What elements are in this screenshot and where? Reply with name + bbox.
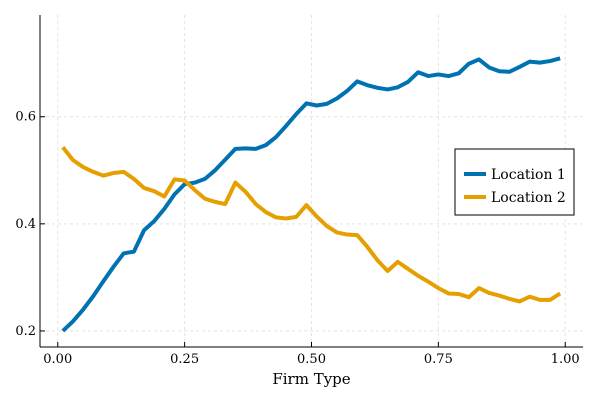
x-tick-label-4: 1.00 <box>551 352 580 367</box>
legend: Location 1 Location 2 <box>454 148 575 216</box>
series-lines <box>61 56 562 333</box>
legend-label-location-1: Location 1 <box>491 167 566 183</box>
legend-label-location-2: Location 2 <box>491 190 566 206</box>
x-tick-labels: 0.00 0.25 0.50 0.75 1.00 <box>43 352 579 367</box>
legend-box <box>454 148 575 216</box>
y-tick-labels: 0.2 0.4 0.6 <box>15 110 36 339</box>
legend-items: Location 1 Location 2 <box>464 167 566 206</box>
tick-marks <box>40 116 566 347</box>
y-tick-label-0: 0.2 <box>15 324 36 339</box>
x-tick-label-0: 0.00 <box>43 352 72 367</box>
x-axis-title: Firm Type <box>272 370 350 388</box>
y-tick-label-2: 0.6 <box>15 110 36 125</box>
y-tick-label-1: 0.4 <box>15 217 36 232</box>
x-tick-label-1: 0.25 <box>170 352 199 367</box>
grid-lines <box>40 15 583 347</box>
x-tick-label-2: 0.50 <box>297 352 326 367</box>
x-tick-label-3: 0.75 <box>424 352 453 367</box>
series-line-location-1 <box>61 56 561 333</box>
series-line-location-2 <box>61 146 562 304</box>
